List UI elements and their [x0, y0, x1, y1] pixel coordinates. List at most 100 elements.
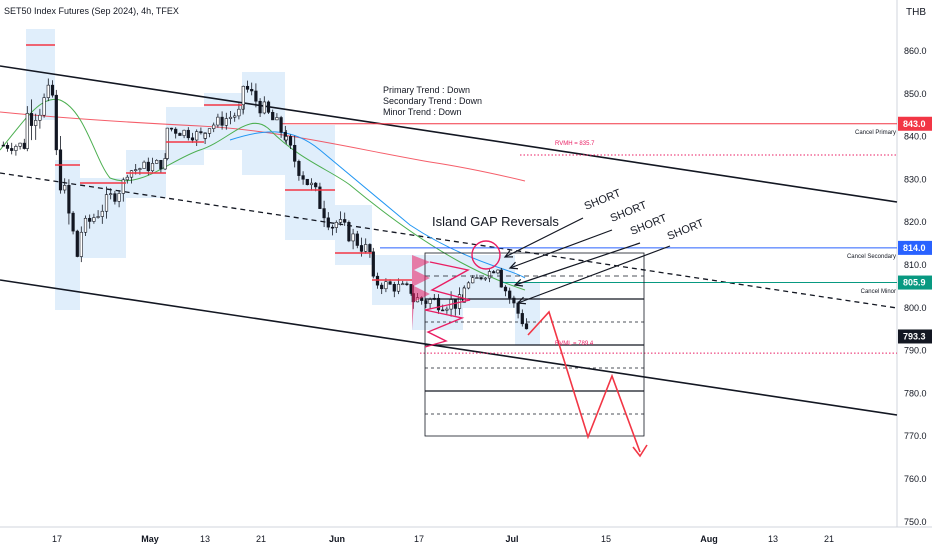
- candle-body: [237, 108, 241, 117]
- candle-body: [258, 100, 262, 114]
- candle-body: [368, 244, 372, 253]
- candle-body: [245, 85, 250, 90]
- candle-body: [207, 128, 212, 134]
- candle-body: [364, 244, 368, 252]
- candle-body: [186, 129, 190, 139]
- price-tag: [898, 329, 932, 344]
- short-arrow: [509, 229, 613, 269]
- candle-body: [487, 271, 492, 279]
- candle-body: [496, 269, 500, 274]
- candle-body: [428, 299, 432, 304]
- candle-body: [150, 163, 155, 172]
- candle-body: [441, 309, 445, 312]
- candle-body: [301, 175, 305, 180]
- short-arrowhead: [516, 296, 527, 305]
- candle-body: [516, 302, 520, 314]
- candle-body: [195, 131, 199, 141]
- y-tick-label: 790.0: [904, 346, 927, 356]
- candle-body: [88, 217, 92, 222]
- candle-body: [121, 179, 125, 194]
- ma-mid-line: [229, 131, 526, 279]
- pink-zigzag-line: [424, 261, 471, 348]
- candle-body: [347, 222, 351, 242]
- candle-body: [190, 137, 195, 141]
- candle-body: [405, 283, 409, 286]
- candle-body: [288, 136, 293, 146]
- candle-body: [125, 176, 129, 181]
- candle-body: [371, 251, 375, 277]
- ma-long-line: [0, 111, 526, 182]
- candle-body: [384, 281, 388, 290]
- y-tick-label: 750.0: [904, 517, 927, 527]
- y-tick-label: 820.0: [904, 217, 927, 227]
- candle-body: [228, 116, 233, 119]
- x-tick-label: 21: [824, 534, 834, 544]
- y-tick-label: 850.0: [904, 89, 927, 99]
- x-tick-label: 13: [200, 534, 210, 544]
- moving-averages: [0, 98, 526, 291]
- candle-body: [134, 169, 138, 171]
- candle-body: [109, 193, 113, 195]
- candle-body: [1, 144, 5, 147]
- candle-body: [34, 120, 38, 126]
- x-tick-label: 13: [768, 534, 778, 544]
- candle-body: [318, 186, 322, 209]
- candle-body: [355, 233, 359, 246]
- candle-body: [401, 283, 405, 286]
- price-axis[interactable]: [897, 0, 932, 527]
- candle-body: [233, 115, 237, 118]
- candle-body: [279, 117, 283, 133]
- channel-upper-line: [0, 65, 898, 203]
- trend-channel-lines: [0, 65, 898, 416]
- candle-body: [220, 116, 224, 126]
- short-arrow: [514, 242, 641, 286]
- candle-body: [129, 170, 134, 178]
- y-tick-label: 830.0: [904, 174, 927, 184]
- candle-body: [396, 283, 401, 292]
- candle-body: [338, 219, 343, 223]
- candle-body: [71, 212, 75, 232]
- candle-body: [67, 185, 71, 214]
- candle-body: [38, 114, 42, 121]
- candle-body: [117, 193, 121, 202]
- consolidation-box: [515, 283, 540, 345]
- candle-body: [380, 284, 384, 290]
- candle-body: [138, 168, 142, 170]
- candle-body: [50, 84, 55, 96]
- candle-body: [520, 313, 524, 325]
- price-tags: 843.0 814.0 805.9 793.3: [898, 116, 932, 344]
- candle-body: [492, 271, 496, 274]
- candle-body: [297, 161, 301, 176]
- candle-body: [155, 160, 159, 164]
- y-tick-label: 860.0: [904, 46, 927, 56]
- candle-body: [326, 217, 330, 228]
- channel-mid-line: [0, 172, 898, 309]
- candle-body: [63, 185, 67, 191]
- projection-arrowhead: [632, 444, 648, 458]
- short-arrow: [517, 245, 671, 304]
- candle-body: [503, 286, 508, 292]
- x-tick-label: May: [141, 534, 159, 544]
- candle-body: [483, 277, 487, 280]
- island-gap-label: Island GAP Reversals: [432, 214, 559, 229]
- candle-body: [29, 113, 34, 126]
- price-tag-label: 793.3: [903, 331, 926, 341]
- candle-body: [475, 277, 479, 279]
- trend-text-secondary: Secondary Trend : Down: [383, 96, 482, 106]
- chart-title: SET50 Index Futures (Sep 2024), 4h, TFEX: [4, 6, 179, 16]
- price-tag-label: 805.9: [903, 278, 926, 288]
- x-tick-label: 15: [601, 534, 611, 544]
- candle-body: [92, 217, 96, 222]
- price-tag-label: 843.0: [903, 119, 926, 129]
- rvml-label: RVML = 789.4: [555, 341, 594, 347]
- channel-lower-line: [0, 279, 898, 416]
- candle-body: [165, 127, 169, 159]
- candle-body: [212, 124, 216, 129]
- candle-body: [466, 282, 471, 289]
- candle-body: [271, 112, 275, 121]
- candle-body: [96, 216, 100, 218]
- x-tick-label: Jun: [329, 534, 345, 544]
- x-tick-label: 17: [52, 534, 62, 544]
- cancel-minor-label: Cancel Minor: [861, 289, 896, 295]
